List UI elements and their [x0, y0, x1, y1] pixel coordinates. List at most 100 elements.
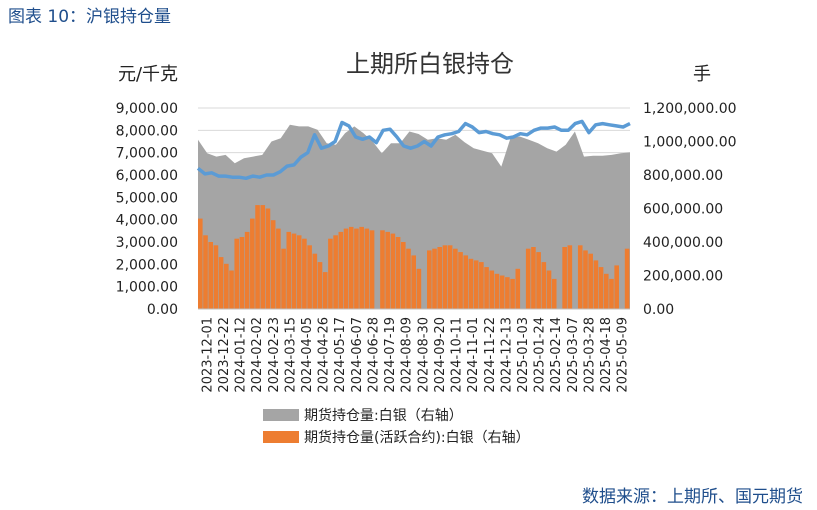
bar-active-contract — [458, 252, 463, 309]
series-line-silver-price — [196, 119, 631, 181]
bar-active-contract — [562, 247, 567, 309]
left-tick-label: 5,000.00 — [116, 190, 178, 206]
bar-active-contract — [359, 226, 364, 309]
bar-active-contract — [364, 228, 370, 309]
x-tick-label: 2024-02-02 — [250, 317, 265, 393]
legend: 期货持仓量:白银（右轴） 期货持仓量(活跃合约):白银（右轴） — [263, 407, 530, 446]
bar-active-contract — [494, 273, 500, 309]
right-tick-label: 600,000.00 — [643, 202, 723, 218]
bar-active-contract — [515, 268, 521, 309]
left-tick-label: 2,000.00 — [116, 257, 178, 273]
bar-active-contract — [411, 255, 416, 309]
x-tick-label: 2025-01-03 — [516, 317, 531, 393]
bar-active-contract — [531, 247, 536, 309]
chart-title: 上期所白银持仓 — [346, 50, 514, 78]
bar-active-contract — [239, 237, 245, 309]
x-tick-label: 2024-11-01 — [466, 317, 481, 393]
bar-active-contract — [395, 237, 401, 309]
bar-active-contract — [499, 275, 505, 309]
bar-active-contract — [427, 250, 432, 309]
bar-active-contract — [369, 230, 375, 309]
bar-active-contract — [598, 267, 604, 309]
bar-active-contract — [463, 255, 469, 309]
bar-active-contract — [567, 245, 573, 309]
bar-active-contract — [281, 248, 286, 309]
bar-active-contract — [218, 257, 224, 309]
bar-active-contract — [291, 233, 297, 309]
bar-active-contract — [479, 262, 484, 309]
bar-active-contract — [525, 248, 531, 309]
source-note: 数据来源：上期所、国元期货 — [582, 487, 803, 507]
bar-active-contract — [322, 272, 328, 309]
bar-active-contract — [437, 247, 443, 309]
bar-active-contract — [354, 228, 359, 309]
series-bars-active-contract — [198, 205, 630, 310]
right-tick-label: 200,000.00 — [643, 269, 723, 285]
bar-active-contract — [260, 205, 266, 309]
x-tick-label: 2025-03-07 — [566, 317, 581, 393]
right-tick-label: 1,000,000.00 — [643, 135, 737, 151]
bar-active-contract — [536, 252, 541, 309]
x-tick-label: 2024-04-26 — [317, 317, 332, 393]
x-tick-label: 2024-01-12 — [234, 317, 249, 393]
bar-active-contract — [468, 258, 474, 310]
x-tick-label: 2024-11-22 — [483, 317, 498, 393]
right-tick-label: 400,000.00 — [643, 235, 723, 251]
bar-active-contract — [593, 260, 599, 309]
bar-active-contract — [208, 242, 214, 309]
bar-active-contract — [198, 218, 203, 309]
x-tick-label: 2025-01-24 — [533, 317, 548, 393]
bar-active-contract — [432, 248, 437, 309]
x-tick-label: 2023-12-22 — [217, 317, 232, 393]
x-tick-label: 2023-12-01 — [200, 317, 215, 393]
bar-active-contract — [406, 248, 411, 309]
right-axis-unit: 手 — [693, 64, 711, 85]
right-tick-label: 800,000.00 — [643, 168, 723, 184]
bar-active-contract — [328, 238, 333, 309]
bar-active-contract — [624, 248, 630, 309]
bar-active-contract — [255, 205, 260, 309]
bar-active-contract — [244, 231, 250, 309]
bar-active-contract — [390, 233, 396, 309]
bar-active-contract — [333, 235, 338, 309]
bar-active-contract — [577, 245, 583, 309]
x-tick-label: 2025-04-18 — [599, 317, 614, 393]
bar-active-contract — [307, 245, 312, 309]
bar-active-contract — [510, 278, 515, 309]
bar-active-contract — [250, 218, 255, 309]
bar-active-contract — [317, 262, 323, 309]
bar-active-contract — [234, 238, 240, 309]
bar-active-contract — [603, 273, 609, 309]
left-tick-label: 3,000.00 — [116, 235, 178, 251]
right-tick-label: 0.00 — [643, 302, 674, 318]
bar-active-contract — [302, 238, 307, 309]
bar-active-contract — [296, 235, 302, 309]
bar-active-contract — [614, 265, 619, 309]
bar-active-contract — [588, 253, 593, 309]
bar-active-contract — [312, 253, 318, 309]
legend-label-area: 期货持仓量:白银（右轴） — [304, 407, 463, 424]
right-axis-ticks: 1,200,000.00 1,000,000.00 800,000.00 600,00… — [643, 101, 737, 318]
x-tick-label: 2024-04-05 — [300, 317, 315, 393]
bar-active-contract — [489, 270, 495, 309]
x-tick-label: 2024-06-28 — [367, 317, 382, 393]
bar-active-contract — [385, 231, 390, 309]
bar-active-contract — [546, 270, 552, 309]
figure-label: 图表 10：沪银持仓量 — [8, 7, 172, 27]
left-axis-ticks: 9,000.00 8,000.00 7,000.00 6,000.00 5,000.00… — [116, 101, 178, 318]
bar-active-contract — [484, 267, 489, 309]
bar-active-contract — [348, 226, 354, 309]
x-tick-label: 2025-05-09 — [616, 317, 631, 393]
bar-active-contract — [224, 263, 229, 309]
bar-active-contract — [416, 268, 422, 309]
bar-active-contract — [583, 250, 588, 309]
left-axis-unit: 元/千克 — [118, 64, 178, 85]
bar-active-contract — [203, 235, 208, 309]
x-tick-label: 2024-10-11 — [450, 317, 465, 393]
bar-active-contract — [447, 245, 453, 309]
bar-active-contract — [276, 228, 281, 309]
x-axis-ticks: 2023-12-01 2023-12-22 2024-01-12 2024-02-02… — [200, 317, 630, 393]
x-tick-label: 2024-03-15 — [283, 317, 298, 393]
bar-active-contract — [505, 277, 510, 309]
